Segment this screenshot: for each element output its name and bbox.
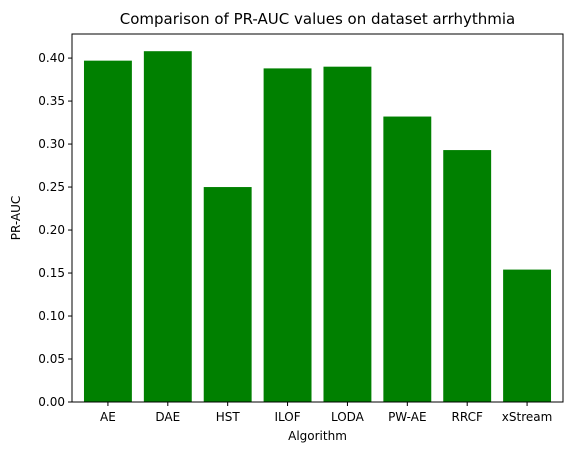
bar-pw-ae [383, 116, 432, 402]
y-tick-label: 0.15 [38, 266, 65, 280]
y-axis-ticks: 0.00 0.05 0.10 0.15 0.20 0.25 0.30 0.35 0.40 [38, 51, 72, 409]
chart-title: Comparison of PR-AUC values on dataset a… [120, 10, 515, 28]
x-tick-label: LODA [331, 410, 365, 424]
y-tick-label: 0.35 [38, 94, 65, 108]
x-tick-label: PW-AE [388, 410, 426, 424]
bar-loda [323, 66, 372, 402]
x-tick-label: ILOF [274, 410, 300, 424]
bar-hst [203, 187, 252, 402]
bar-xstream [503, 269, 552, 402]
y-tick-label: 0.10 [38, 309, 65, 323]
bar-dae [143, 51, 192, 403]
bar-ae [83, 60, 132, 402]
y-tick-label: 0.00 [38, 395, 65, 409]
x-tick-label: xStream [502, 410, 553, 424]
x-axis-label: Algorithm [288, 429, 347, 443]
y-tick-label: 0.40 [38, 51, 65, 65]
y-axis-label: PR-AUC [9, 196, 23, 241]
plot-frame [71, 33, 564, 403]
y-tick-label: 0.20 [38, 223, 65, 237]
bar-ilof [263, 68, 312, 403]
x-tick-label: AE [100, 410, 116, 424]
y-tick-label: 0.25 [38, 180, 65, 194]
x-tick-label: RRCF [452, 410, 483, 424]
y-tick-label: 0.30 [38, 137, 65, 151]
bars-group [83, 51, 552, 403]
bar-rrcf [443, 150, 492, 402]
x-axis-ticks: AE DAE HST ILOF LODA PW-AE RRCF xStream [100, 402, 552, 424]
x-tick-label: HST [216, 410, 241, 424]
x-tick-label: DAE [155, 410, 180, 424]
y-tick-label: 0.05 [38, 352, 65, 366]
